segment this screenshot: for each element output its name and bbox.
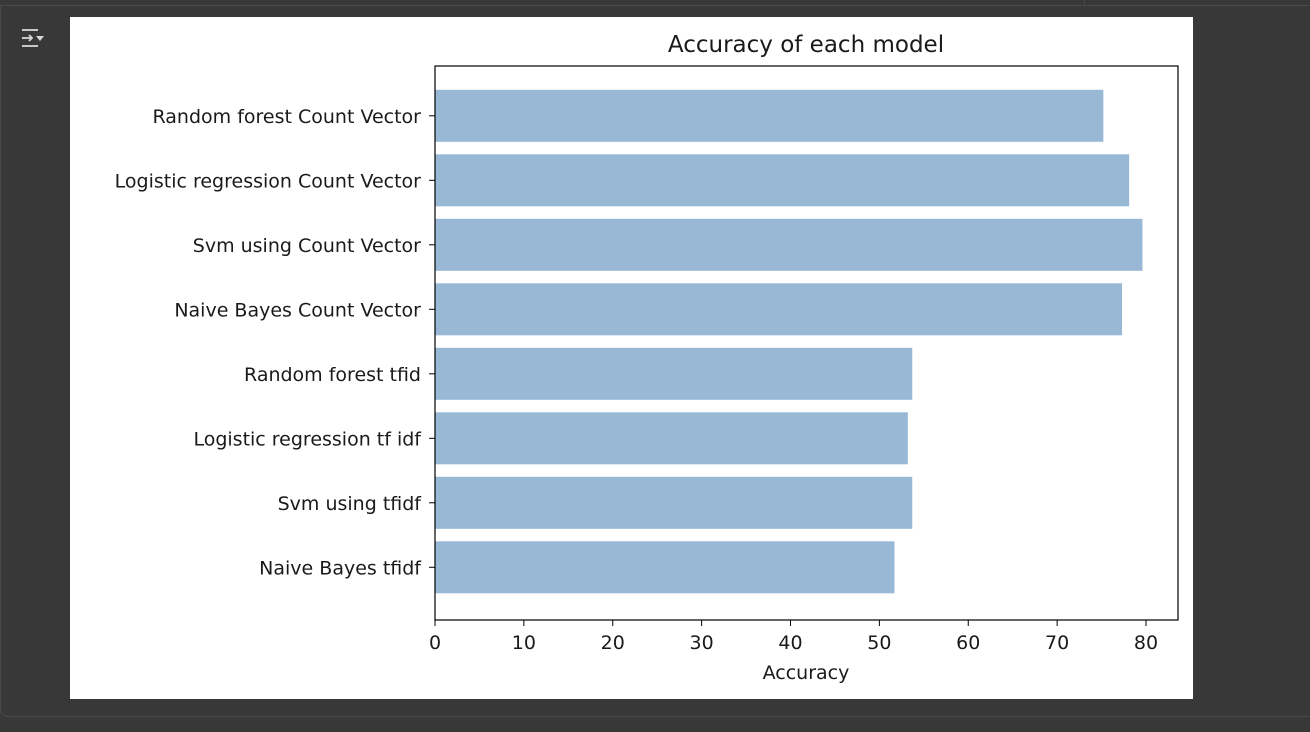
y-tick-label: Naive Bayes tfidf — [259, 557, 422, 579]
x-tick-label: 20 — [601, 632, 625, 654]
x-tick-label: 50 — [867, 632, 891, 654]
x-tick-label: 0 — [429, 632, 441, 654]
y-tick-label: Logistic regression Count Vector — [115, 170, 422, 192]
bar — [435, 412, 908, 465]
bar — [435, 541, 895, 594]
x-tick-label: 70 — [1045, 632, 1069, 654]
bars-group — [435, 89, 1143, 594]
y-tick-label: Random forest tfid — [244, 364, 421, 386]
bar-chart: Accuracy of each model Random forest Cou… — [115, 32, 1179, 684]
bar — [435, 283, 1123, 336]
y-tick-label: Svm using Count Vector — [193, 235, 421, 257]
bar — [435, 218, 1143, 271]
y-tick-label: Random forest Count Vector — [153, 106, 422, 128]
chart-title: Accuracy of each model — [668, 32, 944, 58]
y-tick-label: Logistic regression tf idf — [193, 428, 422, 450]
x-tick-label: 80 — [1134, 632, 1158, 654]
y-tick-label: Svm using tfidf — [278, 493, 423, 515]
top-divider-tick — [1084, 0, 1085, 6]
bar — [435, 89, 1104, 142]
bar — [435, 347, 913, 400]
bar — [435, 476, 913, 529]
top-divider — [0, 0, 1310, 6]
x-tick-label: 10 — [512, 632, 536, 654]
x-tick-label: 30 — [690, 632, 714, 654]
output-toggle-button[interactable] — [17, 24, 47, 52]
bar — [435, 154, 1130, 207]
y-tick-label: Naive Bayes Count Vector — [174, 299, 421, 321]
x-tick-label: 40 — [778, 632, 802, 654]
chart-figure: Accuracy of each model Random forest Cou… — [70, 17, 1193, 699]
plot-frame — [434, 65, 1179, 621]
y-axis-ticks: Random forest Count Vector Logistic regre… — [115, 106, 435, 579]
x-axis-ticks: 0 10 20 30 40 50 60 70 80 — [429, 620, 1158, 654]
x-axis-label: Accuracy — [763, 662, 850, 684]
x-tick-label: 60 — [956, 632, 980, 654]
output-collapse-icon — [22, 29, 44, 47]
